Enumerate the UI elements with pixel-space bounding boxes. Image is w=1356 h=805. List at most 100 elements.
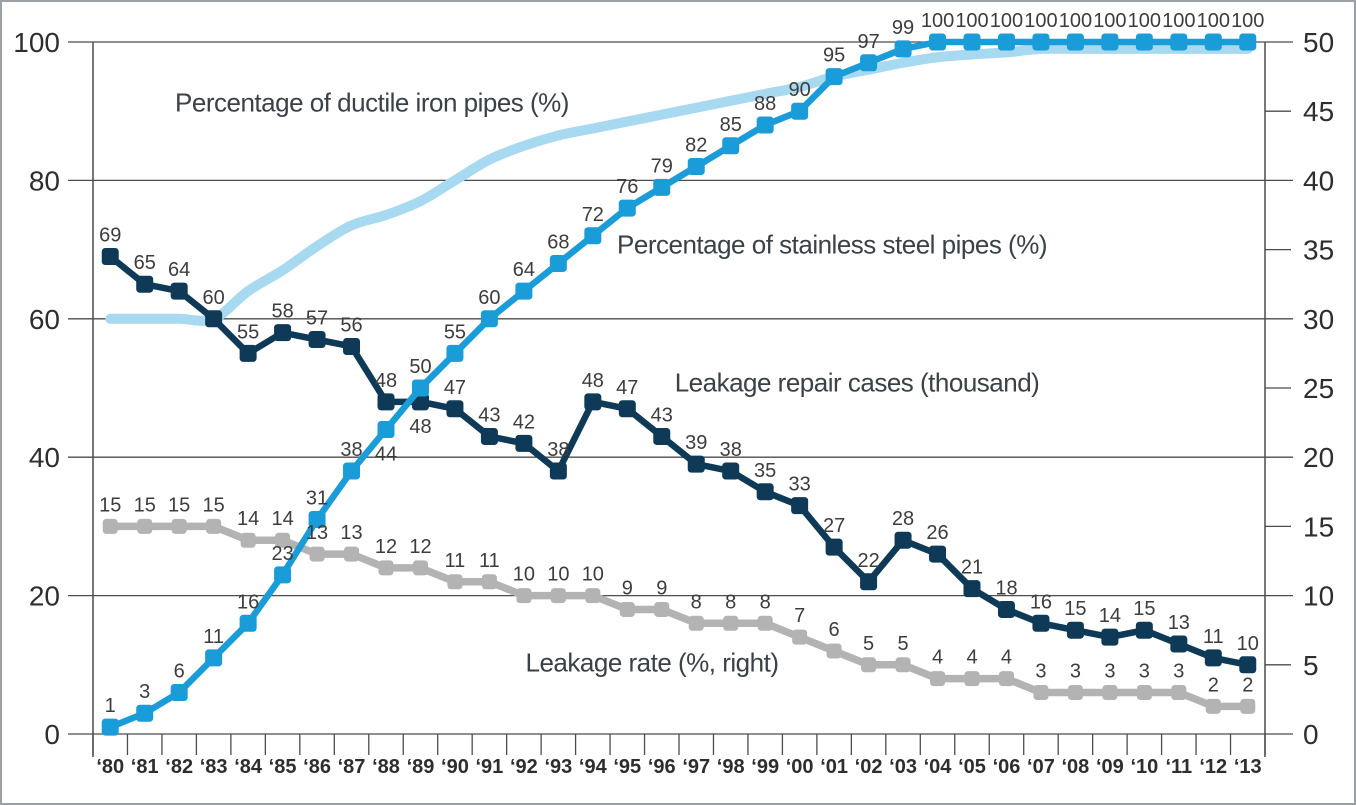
svg-text:‘99: ‘99: [751, 756, 779, 778]
series-label-stainless-steel: Percentage of stainless steel pipes (%): [617, 229, 1047, 260]
svg-text:48: 48: [409, 416, 431, 438]
svg-text:30: 30: [1303, 304, 1334, 335]
series-label-leakage-rate: Leakage rate (%, right): [525, 647, 779, 678]
svg-text:100: 100: [13, 27, 60, 58]
svg-text:100: 100: [1059, 10, 1092, 32]
svg-text:18: 18: [995, 577, 1017, 599]
svg-text:‘89: ‘89: [407, 756, 435, 778]
svg-text:43: 43: [651, 404, 673, 426]
svg-text:‘05: ‘05: [958, 756, 986, 778]
svg-text:57: 57: [306, 308, 328, 330]
svg-text:50: 50: [1303, 27, 1334, 58]
svg-text:50: 50: [409, 356, 431, 378]
svg-text:10: 10: [1237, 633, 1259, 655]
svg-text:‘96: ‘96: [648, 756, 676, 778]
svg-text:79: 79: [651, 155, 673, 177]
svg-text:85: 85: [720, 114, 742, 136]
svg-text:5: 5: [1303, 650, 1319, 681]
svg-text:5: 5: [897, 633, 908, 655]
svg-text:9: 9: [656, 577, 667, 599]
svg-text:10: 10: [547, 564, 569, 586]
svg-text:‘07: ‘07: [1027, 756, 1055, 778]
svg-text:26: 26: [926, 522, 948, 544]
svg-text:13: 13: [306, 522, 328, 544]
svg-text:11: 11: [479, 550, 500, 572]
svg-text:‘12: ‘12: [1199, 756, 1227, 778]
svg-text:100: 100: [1093, 10, 1126, 32]
svg-text:45: 45: [1303, 96, 1334, 127]
svg-text:100: 100: [1162, 10, 1195, 32]
svg-text:40: 40: [29, 442, 60, 473]
svg-text:‘11: ‘11: [1165, 756, 1192, 778]
svg-text:88: 88: [754, 93, 776, 115]
svg-text:16: 16: [1030, 591, 1052, 613]
svg-text:60: 60: [478, 287, 500, 309]
svg-text:65: 65: [134, 252, 156, 274]
svg-text:3: 3: [1104, 660, 1115, 682]
series-label-leakage-repair-cases: Leakage repair cases (thousand): [674, 367, 1040, 398]
svg-text:13: 13: [1168, 612, 1190, 634]
svg-text:90: 90: [789, 79, 811, 101]
svg-text:9: 9: [622, 577, 633, 599]
svg-text:10: 10: [582, 564, 604, 586]
svg-text:‘86: ‘86: [303, 756, 331, 778]
svg-text:4: 4: [932, 647, 943, 669]
svg-text:55: 55: [444, 321, 466, 343]
svg-text:25: 25: [1303, 373, 1334, 404]
svg-text:21: 21: [961, 557, 983, 579]
svg-text:72: 72: [582, 204, 604, 226]
svg-text:48: 48: [375, 370, 397, 392]
svg-text:100: 100: [1231, 10, 1264, 32]
svg-text:99: 99: [892, 17, 914, 39]
svg-text:‘08: ‘08: [1062, 756, 1090, 778]
svg-text:14: 14: [271, 508, 293, 530]
svg-text:23: 23: [271, 543, 293, 565]
svg-text:8: 8: [691, 591, 702, 613]
series-label-ductile-iron: Percentage of ductile iron pipes (%): [175, 87, 569, 118]
svg-text:47: 47: [616, 377, 638, 399]
svg-text:55: 55: [237, 321, 259, 343]
svg-text:10: 10: [513, 564, 535, 586]
svg-text:6: 6: [174, 660, 185, 682]
svg-text:100: 100: [1197, 10, 1230, 32]
svg-text:38: 38: [547, 439, 569, 461]
svg-text:1: 1: [105, 695, 116, 717]
svg-text:15: 15: [1133, 598, 1155, 620]
svg-text:15: 15: [134, 494, 156, 516]
svg-text:56: 56: [340, 314, 362, 336]
svg-text:4: 4: [1001, 647, 1012, 669]
svg-text:‘83: ‘83: [200, 756, 228, 778]
svg-text:‘97: ‘97: [682, 756, 710, 778]
svg-text:‘00: ‘00: [786, 756, 814, 778]
svg-text:0: 0: [1303, 719, 1319, 750]
svg-text:3: 3: [1070, 660, 1081, 682]
svg-text:100: 100: [990, 10, 1023, 32]
svg-text:33: 33: [789, 474, 811, 496]
svg-text:‘80: ‘80: [96, 756, 124, 778]
svg-text:2: 2: [1208, 674, 1219, 696]
svg-text:11: 11: [203, 626, 224, 648]
svg-text:31: 31: [306, 487, 328, 509]
svg-text:‘92: ‘92: [510, 756, 538, 778]
svg-text:20: 20: [29, 581, 60, 612]
svg-text:‘90: ‘90: [441, 756, 469, 778]
svg-text:8: 8: [725, 591, 736, 613]
svg-text:80: 80: [29, 165, 60, 196]
svg-text:100: 100: [921, 10, 954, 32]
svg-text:11: 11: [1203, 626, 1224, 648]
svg-text:60: 60: [29, 304, 60, 335]
svg-text:‘03: ‘03: [889, 756, 917, 778]
svg-text:68: 68: [547, 231, 569, 253]
svg-text:97: 97: [857, 31, 879, 53]
svg-text:‘98: ‘98: [717, 756, 745, 778]
svg-text:‘06: ‘06: [993, 756, 1021, 778]
svg-text:58: 58: [271, 301, 293, 323]
svg-text:100: 100: [955, 10, 988, 32]
svg-text:22: 22: [857, 550, 879, 572]
svg-text:7: 7: [794, 605, 805, 627]
svg-text:16: 16: [237, 591, 259, 613]
svg-text:6: 6: [829, 619, 840, 641]
svg-text:15: 15: [203, 494, 225, 516]
